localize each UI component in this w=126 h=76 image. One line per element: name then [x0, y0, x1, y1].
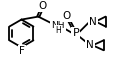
Text: P: P	[72, 28, 79, 38]
Text: O: O	[38, 1, 46, 11]
Text: N: N	[89, 17, 97, 27]
Text: NH: NH	[51, 21, 65, 30]
Text: O: O	[63, 11, 71, 21]
Text: H: H	[55, 26, 61, 35]
Text: N: N	[86, 40, 94, 50]
Text: F: F	[20, 46, 25, 56]
